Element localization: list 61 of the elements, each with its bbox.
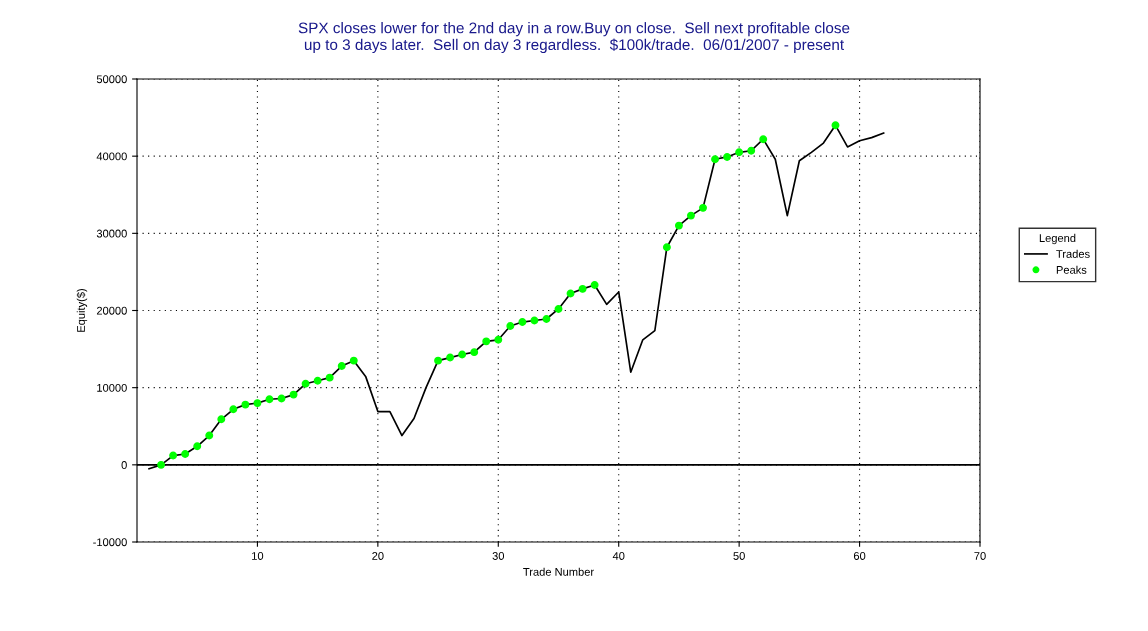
x-tick-label: 40	[612, 552, 625, 560]
y-tick-label: -10000	[93, 538, 127, 547]
legend-title: Legend	[1039, 233, 1076, 245]
point	[157, 460, 166, 469]
point	[301, 379, 310, 388]
point	[277, 394, 286, 403]
point	[470, 348, 479, 357]
point	[337, 362, 346, 371]
x-tick-label: 20	[372, 552, 384, 560]
point	[530, 316, 539, 325]
point	[193, 442, 202, 451]
legend-label: Peaks	[1056, 265, 1087, 274]
point	[518, 318, 527, 327]
point	[699, 203, 707, 212]
point	[578, 284, 587, 293]
point	[759, 135, 768, 144]
chart-title: SPX closes lower for the 2nd day in a row.Buy on close. Sell next profitable close up to 3 days later. Sell on day 3 regardless. $100k/trade. 06/01/2007 - present	[298, 22, 850, 54]
point	[229, 405, 238, 414]
point	[289, 390, 298, 399]
point	[831, 121, 840, 130]
y-tick-label: 20000	[96, 306, 127, 315]
point	[313, 376, 322, 385]
point	[735, 148, 744, 157]
point	[506, 321, 515, 330]
point	[458, 350, 467, 359]
x-tick-label: 60	[853, 552, 866, 560]
point	[711, 155, 720, 164]
point	[169, 451, 178, 460]
point	[542, 315, 551, 323]
point	[325, 373, 334, 382]
y-tick-label: 40000	[96, 152, 127, 161]
point	[590, 281, 599, 289]
point	[217, 415, 226, 424]
y-tick-label: 50000	[96, 75, 127, 84]
point	[566, 289, 575, 298]
legend-label: Trades	[1056, 249, 1090, 258]
point	[181, 450, 190, 458]
y-axis-title: Equity($)	[76, 288, 88, 332]
point	[494, 335, 503, 344]
point	[723, 152, 732, 161]
point	[747, 146, 756, 155]
point	[349, 356, 358, 365]
y-tick-label: 10000	[97, 383, 127, 392]
x-tick-label: 50	[733, 552, 745, 560]
point	[446, 353, 455, 362]
point	[265, 395, 274, 404]
point	[434, 356, 443, 365]
x-axis-title: Trade Number	[523, 567, 594, 576]
y-tick-label: 30000	[96, 229, 127, 238]
point	[674, 221, 683, 230]
y-tick-label: 0	[121, 461, 127, 469]
x-tick-label: 10	[252, 552, 264, 560]
point	[687, 211, 695, 220]
x-tick-label: 70	[974, 552, 986, 560]
point	[205, 431, 214, 440]
x-tick-label: 30	[492, 552, 505, 560]
point	[554, 305, 563, 313]
point	[662, 243, 671, 252]
point	[241, 400, 250, 409]
point	[482, 337, 491, 346]
point	[253, 399, 262, 408]
